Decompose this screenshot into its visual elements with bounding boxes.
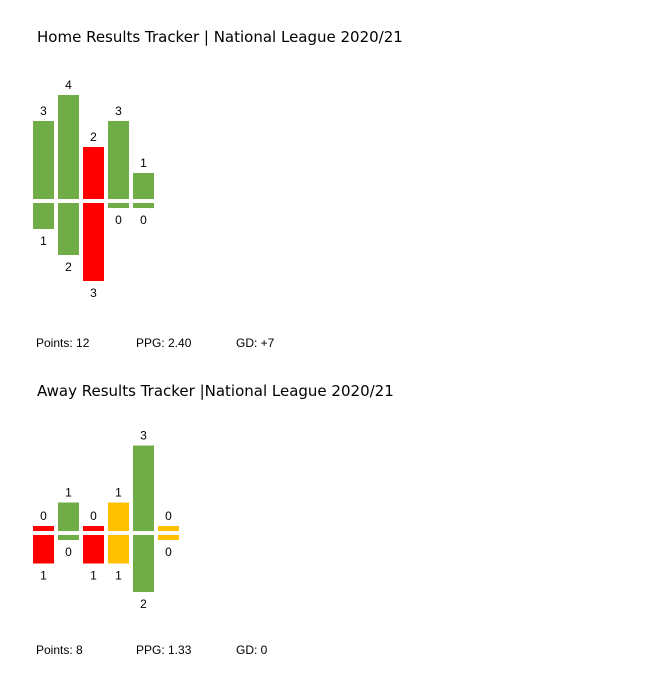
away-gd: GD: 0 — [236, 643, 268, 657]
away-goals-against-label-6: 0 — [165, 545, 172, 559]
away-goals-against-bar-3 — [83, 535, 104, 564]
home-goals-for-label-5: 1 — [140, 156, 147, 170]
home-goals-for-bar-5 — [133, 173, 154, 199]
home-ppg: PPG: 2.40 — [136, 336, 192, 350]
home-goals-against-bar-3 — [83, 203, 104, 281]
home-goals-against-bar-1 — [33, 203, 54, 229]
away-goals-against-label-5: 2 — [140, 597, 147, 611]
home-goals-against-label-5: 0 — [140, 213, 147, 227]
away-goals-against-bar-1 — [33, 535, 54, 564]
home-goals-against-bar-4 — [108, 203, 129, 208]
home-goals-for-label-1: 3 — [40, 104, 47, 118]
away-goals-against-bar-2 — [58, 535, 79, 540]
home-goals-against-bar-2 — [58, 203, 79, 255]
away-ppg: PPG: 1.33 — [136, 643, 192, 657]
home-goals-against-bar-5 — [133, 203, 154, 208]
away-points: Points: 8 — [36, 643, 83, 657]
away-goals-for-label-2: 1 — [65, 486, 72, 500]
home-goals-for-bar-4 — [108, 121, 129, 199]
away-goals-for-bar-2 — [58, 502, 79, 531]
home-goals-against-label-3: 3 — [90, 286, 97, 300]
away-goals-for-bar-1 — [33, 526, 54, 531]
away-goals-against-label-4: 1 — [115, 569, 122, 583]
away-goals-for-label-4: 1 — [115, 486, 122, 500]
home-points: Points: 12 — [36, 336, 90, 350]
away-goals-for-label-3: 0 — [90, 509, 97, 523]
away-goals-against-label-1: 1 — [40, 569, 47, 583]
away-goals-against-bar-4 — [108, 535, 129, 564]
home-chart-title: Home Results Tracker | National League 2… — [37, 28, 403, 46]
home-goals-against-label-4: 0 — [115, 213, 122, 227]
away-chart-title: Away Results Tracker |National League 20… — [37, 382, 394, 400]
away-goals-for-bar-3 — [83, 526, 104, 531]
away-goals-against-label-3: 1 — [90, 569, 97, 583]
away-goals-for-bar-6 — [158, 526, 179, 531]
home-goals-for-bar-2 — [58, 95, 79, 199]
home-goals-for-label-2: 4 — [65, 78, 72, 92]
home-results-chart: 3 1 4 2 2 3 3 0 1 0 — [33, 78, 154, 300]
away-goals-for-label-6: 0 — [165, 509, 172, 523]
away-goals-for-bar-4 — [108, 502, 129, 531]
home-gd: GD: +7 — [236, 336, 275, 350]
away-goals-against-label-2: 0 — [65, 545, 72, 559]
home-goals-for-label-3: 2 — [90, 130, 97, 144]
home-goals-for-bar-3 — [83, 147, 104, 199]
away-goals-for-label-5: 3 — [140, 429, 147, 443]
away-goals-against-bar-6 — [158, 535, 179, 540]
away-goals-against-bar-5 — [133, 535, 154, 592]
home-goals-for-bar-1 — [33, 121, 54, 199]
home-goals-against-label-2: 2 — [65, 260, 72, 274]
away-goals-for-bar-5 — [133, 445, 154, 531]
home-goals-for-label-4: 3 — [115, 104, 122, 118]
away-goals-for-label-1: 0 — [40, 509, 47, 523]
home-goals-against-label-1: 1 — [40, 234, 47, 248]
